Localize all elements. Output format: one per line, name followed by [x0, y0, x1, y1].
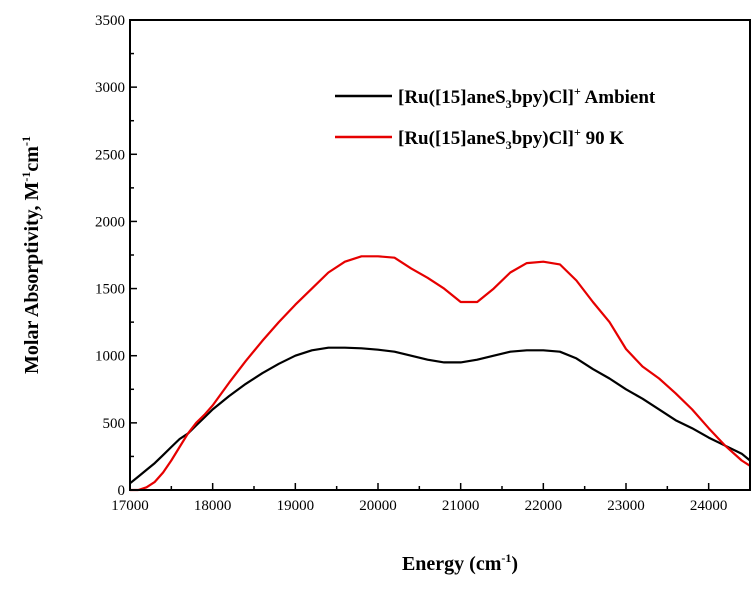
x-tick-label: 23000	[607, 498, 645, 514]
y-axis-label: Molar Absorptivity, M-1cm-1	[19, 136, 43, 374]
x-tick-label: 17000	[111, 498, 149, 514]
y-tick-label: 3000	[95, 80, 125, 96]
x-tick-label: 22000	[525, 498, 563, 514]
legend: [Ru([15]aneS3bpy)Cl]+ Ambient [Ru([15]an…	[335, 84, 656, 152]
series-line-ambient	[129, 346, 751, 485]
y-tick-label: 0	[118, 483, 126, 499]
series-group	[129, 255, 751, 492]
x-tick-label: 20000	[359, 498, 397, 514]
series-line-90k	[130, 255, 751, 492]
y-axis-label-mid: cm	[21, 146, 43, 172]
x-tick-label: 18000	[194, 498, 232, 514]
y-axis-label-sup1: -1	[19, 172, 33, 182]
legend-90k-prefix: [Ru([15]aneS	[398, 128, 506, 149]
legend-label-90k: [Ru([15]aneS3bpy)Cl]+ 90 K	[398, 125, 624, 152]
x-tick-label: 19000	[277, 498, 315, 514]
x-tick-label: 24000	[690, 498, 728, 514]
y-tick-label: 500	[103, 416, 126, 432]
x-axis-label-tail: )	[511, 553, 518, 575]
y-axis-label-main: Molar Absorptivity, M	[21, 181, 43, 374]
legend-ambient-sup: +	[574, 84, 581, 98]
y-tick-label: 1500	[95, 282, 125, 298]
legend-90k-sup: +	[574, 125, 581, 139]
legend-ambient-mid: bpy)Cl]	[512, 87, 574, 108]
x-tick-label: 21000	[442, 498, 480, 514]
legend-90k-mid: bpy)Cl]	[512, 128, 574, 149]
legend-90k-suffix: 90 K	[581, 128, 625, 149]
legend-ambient-suffix: Ambient	[581, 87, 656, 108]
y-axis-ticks: 0 500 1000 1500 2000 2500 3000 3500	[95, 13, 137, 499]
y-axis-label-sup2: -1	[19, 136, 33, 146]
legend-label-ambient: [Ru([15]aneS3bpy)Cl]+ Ambient	[398, 84, 656, 111]
x-axis-label-main: Energy (cm	[402, 553, 502, 575]
y-tick-label: 1000	[95, 349, 125, 365]
y-tick-label: 2500	[95, 147, 125, 163]
x-axis-label-sup: -1	[501, 551, 511, 565]
legend-ambient-sub: 3	[506, 97, 512, 111]
legend-ambient-prefix: [Ru([15]aneS	[398, 87, 506, 108]
x-axis-label: Energy (cm-1)	[402, 551, 518, 575]
x-axis-ticks: 17000 18000 19000 20000 21000 22000 23000 24000	[111, 483, 751, 514]
y-tick-label: 3500	[95, 13, 125, 29]
y-tick-label: 2000	[95, 214, 125, 230]
legend-90k-sub: 3	[506, 138, 512, 152]
